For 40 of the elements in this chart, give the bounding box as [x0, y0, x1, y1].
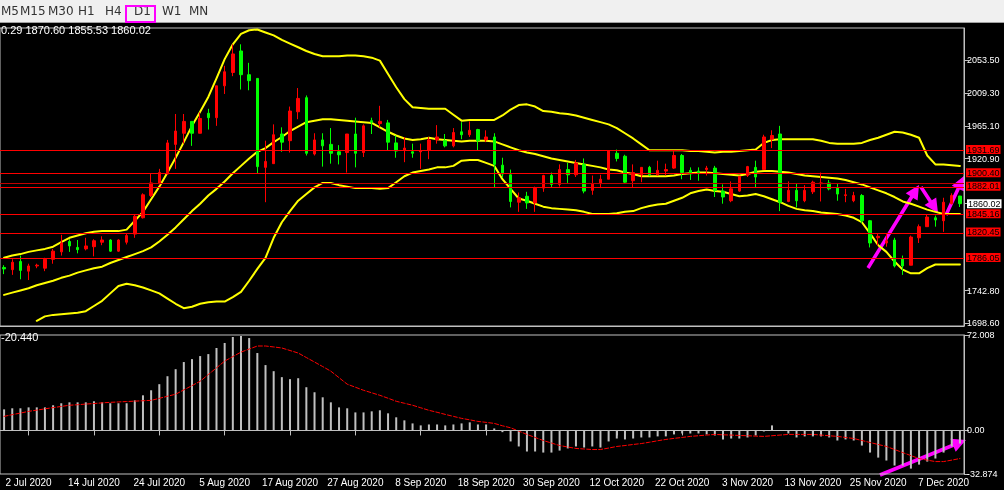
text: M5	[1, 4, 19, 18]
text: M30	[48, 4, 74, 18]
ref-line-label: 1900.40	[967, 167, 1000, 178]
annotation: 0.29 1870.60 1855.53 1860.02	[1, 23, 151, 36]
text: H4	[105, 4, 122, 18]
y-tick-label: -32.874	[967, 469, 998, 479]
y-tick-label: 1860.02	[968, 198, 1001, 209]
x-tick-label: 3 Nov 2020	[721, 476, 774, 488]
y-tick-label: 1742.80	[967, 285, 1000, 296]
x-tick-label: 12 Oct 2020	[589, 476, 645, 488]
x-tick-label: 22 Oct 2020	[654, 476, 710, 488]
x-tick-label: 17 Aug 2020	[261, 476, 319, 488]
ref-line-label: 1931.69	[967, 144, 1000, 155]
x-tick-label: 8 Sep 2020	[395, 476, 447, 488]
ref-line-label: 1845.16	[967, 208, 1000, 219]
annotation: -20.440	[1, 330, 39, 343]
x-tick-label: 18 Sep 2020	[457, 476, 515, 488]
x-tick-label: 24 Jul 2020	[133, 476, 186, 488]
x-tick-label: 14 Jul 2020	[68, 476, 121, 488]
x-tick-label: 27 Aug 2020	[327, 476, 384, 488]
ref-line-label: 1882.01	[967, 181, 1000, 192]
y-tick-label: 2009.30	[967, 88, 1000, 99]
y-tick-label: 1920.90	[967, 153, 1000, 164]
y-tick-label: 2053.50	[967, 55, 1000, 66]
x-tick-label: 2 Jul 2020	[5, 476, 53, 488]
x-tick-label: 7 Dec 2020	[918, 476, 970, 488]
y-tick-label: 0.00	[967, 425, 985, 436]
ref-line-label: 1786.05	[967, 252, 1000, 263]
y-tick-label: 72.008	[967, 330, 995, 340]
text: H1	[78, 4, 95, 18]
y-tick-label: 1965.10	[967, 120, 1000, 131]
text: MN	[189, 4, 209, 18]
text: W1	[162, 4, 182, 18]
x-tick-label: 30 Sep 2020	[523, 476, 581, 488]
x-tick-label: 5 Aug 2020	[199, 476, 251, 488]
y-tick-label: 1698.60	[967, 318, 1000, 329]
text: M15	[20, 4, 46, 18]
ref-line-label: 1820.45	[967, 227, 1000, 237]
x-tick-label: 25 Nov 2020	[849, 476, 908, 488]
x-tick-label: 13 Nov 2020	[784, 476, 842, 488]
